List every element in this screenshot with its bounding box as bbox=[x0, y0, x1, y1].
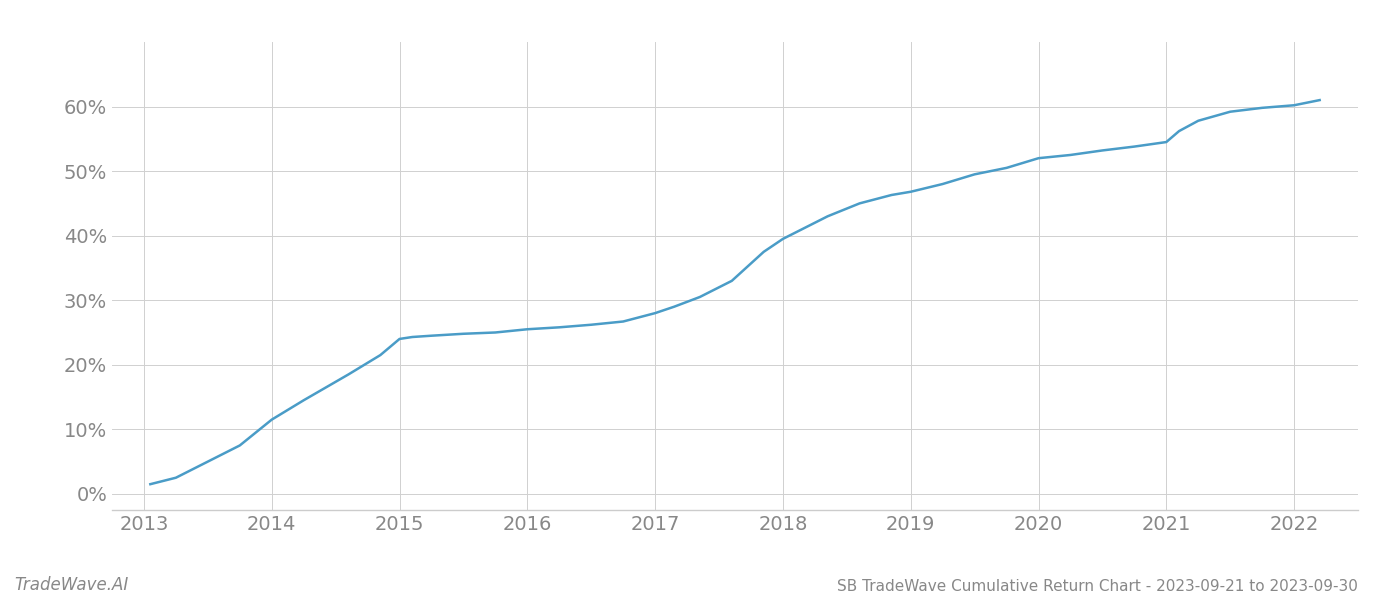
Text: TradeWave.AI: TradeWave.AI bbox=[14, 576, 129, 594]
Text: SB TradeWave Cumulative Return Chart - 2023-09-21 to 2023-09-30: SB TradeWave Cumulative Return Chart - 2… bbox=[837, 579, 1358, 594]
